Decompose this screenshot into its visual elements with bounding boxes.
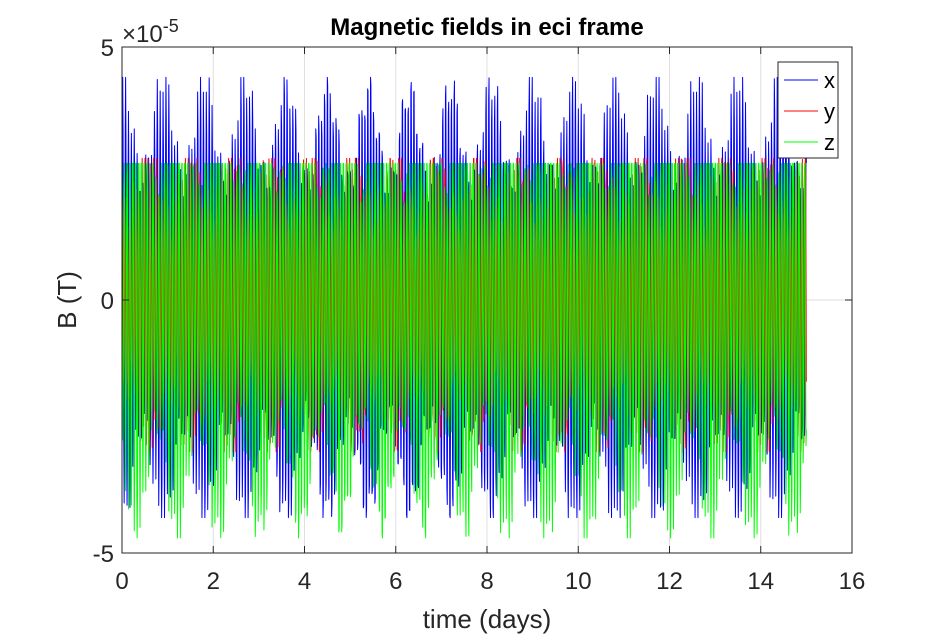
x-tick-label: 2 [207, 568, 220, 595]
legend-label-y: y [824, 99, 835, 124]
label-layer: Magnetic fields in eci frame time (days)… [52, 14, 644, 634]
legend: xyz [777, 61, 839, 159]
y-tick-label: 5 [101, 35, 114, 62]
legend-label-x: x [824, 68, 835, 93]
tick-layer: 0 2 4 6 8 10 12 14 16-505 [93, 35, 866, 595]
data-layer [121, 76, 807, 539]
series-line-z [121, 162, 807, 539]
x-axis-label: time (days) [423, 604, 552, 634]
y-exponent-power: -5 [163, 16, 179, 36]
y-axis-label: B (T) [52, 271, 82, 329]
chart-title: Magnetic fields in eci frame [330, 14, 643, 41]
x-tick-label: 14 [747, 568, 774, 595]
x-tick-label: 4 [298, 568, 311, 595]
y-tick-label: -5 [93, 541, 114, 568]
x-tick-label: 16 [839, 568, 866, 595]
y-tick-label: 0 [101, 288, 114, 315]
x-tick-label: 6 [389, 568, 402, 595]
x-tick-label: 12 [656, 568, 683, 595]
x-tick-label: 8 [480, 568, 493, 595]
x-tick-label: 10 [565, 568, 592, 595]
y-exponent-label: ×10-5 [122, 16, 179, 48]
x-tick-label: 0 [115, 568, 128, 595]
legend-label-z: z [824, 130, 835, 155]
y-exponent-base: ×10 [122, 21, 163, 48]
